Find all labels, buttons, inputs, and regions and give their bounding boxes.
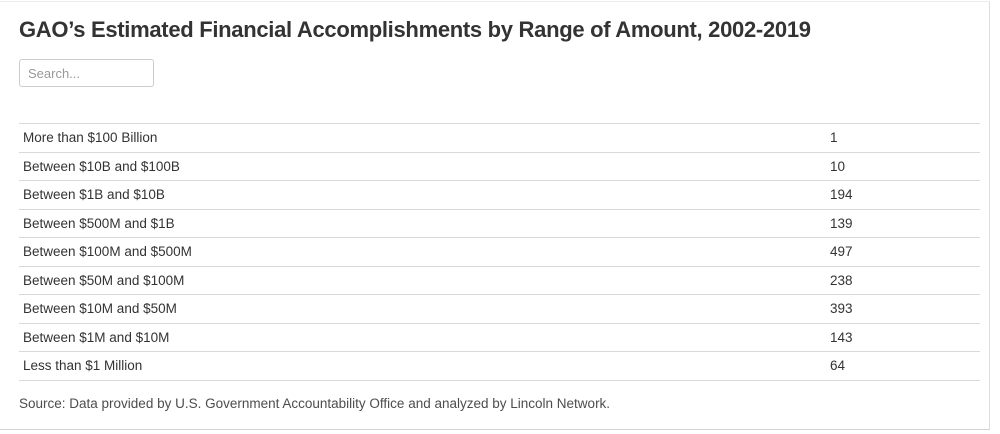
- table-row: Between $10M and $50M 393: [19, 295, 980, 324]
- table-row: Between $500M and $1B 139: [19, 209, 980, 238]
- table-row: More than $100 Billion 1: [19, 124, 980, 153]
- search-input[interactable]: [19, 59, 154, 87]
- count-value: 497: [830, 244, 853, 260]
- range-label: Between $1B and $10B: [23, 187, 165, 203]
- count-value: 64: [830, 358, 846, 374]
- page-title: GAO’s Estimated Financial Accomplishment…: [19, 17, 811, 42]
- source-note: Source: Data provided by U.S. Government…: [19, 396, 611, 411]
- table-row: Between $1M and $10M 143: [19, 323, 980, 352]
- table-row: Between $100M and $500M 497: [19, 238, 980, 267]
- range-label: More than $100 Billion: [23, 130, 158, 146]
- count-value: 194: [830, 187, 853, 203]
- count-value: 238: [830, 272, 853, 288]
- table-row: Less than $1 Million 64: [19, 352, 980, 381]
- range-label: Between $100M and $500M: [23, 244, 192, 260]
- range-label: Between $50M and $100M: [23, 272, 185, 288]
- range-label: Between $1M and $10M: [23, 329, 170, 345]
- count-value: 1: [830, 130, 838, 146]
- count-value: 143: [830, 329, 853, 345]
- table-row: Between $1B and $10B 194: [19, 181, 980, 210]
- table-row: Between $50M and $100M 238: [19, 266, 980, 295]
- count-value: 393: [830, 301, 853, 317]
- table-row: Between $10B and $100B 10: [19, 152, 980, 181]
- count-value: 139: [830, 215, 853, 231]
- range-label: Between $500M and $1B: [23, 215, 175, 231]
- range-label: Less than $1 Million: [23, 358, 143, 374]
- count-value: 10: [830, 158, 846, 174]
- range-label: Between $10B and $100B: [23, 158, 180, 174]
- range-label: Between $10M and $50M: [23, 301, 177, 317]
- data-table: More than $100 Billion 1 Between $10B an…: [19, 123, 980, 381]
- table-widget-card: GAO’s Estimated Financial Accomplishment…: [0, 1, 990, 430]
